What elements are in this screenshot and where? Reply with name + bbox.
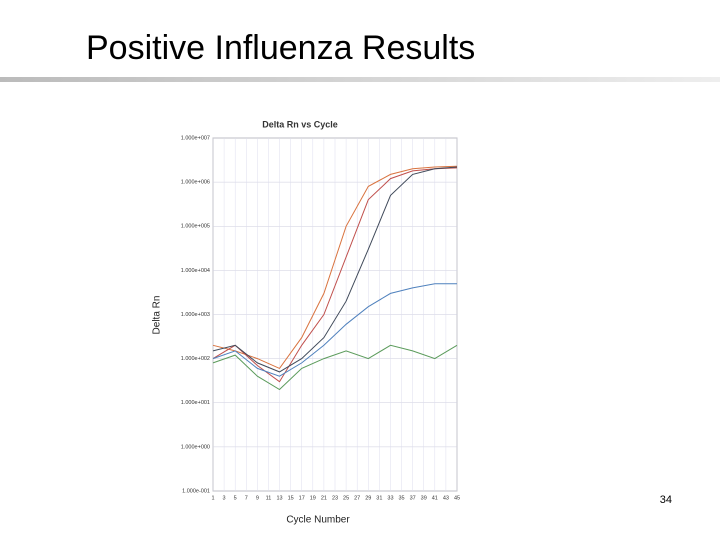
- x-tick-label: 33: [387, 495, 393, 501]
- x-tick-label: 17: [299, 495, 305, 501]
- y-tick-label: 1.000e+001: [181, 400, 210, 406]
- x-tick-label: 15: [288, 495, 294, 501]
- x-tick-label: 35: [398, 495, 404, 501]
- x-tick-label: 19: [310, 495, 316, 501]
- amplification-curve: [212, 166, 458, 373]
- x-tick-label: 13: [276, 495, 282, 501]
- y-axis-label: Delta Rn: [152, 296, 163, 335]
- x-tick-label: 23: [332, 495, 338, 501]
- x-tick-label: 43: [443, 495, 449, 501]
- y-tick-label: 1.000e+004: [181, 268, 210, 274]
- x-tick-label: 5: [234, 495, 237, 501]
- y-tick-label: 1.000e+003: [181, 312, 210, 318]
- x-tick-label: 11: [266, 495, 272, 501]
- slide-title: Positive Influenza Results: [86, 29, 475, 67]
- x-tick-label: 29: [365, 495, 371, 501]
- y-tick-label: 1.000e+005: [181, 224, 210, 230]
- amplification-curve: [212, 344, 458, 391]
- x-tick-label: 27: [354, 495, 360, 501]
- y-tick-label: 1.000e-001: [182, 488, 210, 494]
- x-tick-label: 31: [376, 495, 382, 501]
- y-tick-label: 1.000e+002: [181, 356, 210, 362]
- y-tick-label: 1.000e+006: [181, 180, 210, 186]
- x-tick-label: 21: [321, 495, 327, 501]
- page-number: 34: [660, 494, 672, 506]
- x-tick-label: 3: [223, 495, 226, 501]
- title-rule: [0, 77, 720, 82]
- x-tick-label: 1: [211, 495, 214, 501]
- chart-title: Delta Rn vs Cycle: [262, 119, 338, 129]
- x-tick-label: 37: [410, 495, 416, 501]
- amplification-curve: [212, 167, 458, 383]
- y-tick-label: 1.000e+000: [181, 444, 210, 450]
- plot: 1.000e-001 1.000e+000 1.000e+001 1.000e+002…: [181, 135, 460, 501]
- x-tick-label: 45: [454, 495, 460, 501]
- x-tick-label: 25: [343, 495, 349, 501]
- amplification-curve: [212, 165, 458, 370]
- amplification-curve: [212, 283, 457, 377]
- x-tick-label: 41: [432, 495, 438, 501]
- x-tick-label: 9: [256, 495, 259, 501]
- y-tick-label: 1.000e+007: [181, 135, 210, 141]
- x-axis-label: Cycle Number: [286, 515, 350, 526]
- x-tick-label: 7: [245, 495, 248, 501]
- x-tick-label: 39: [421, 495, 427, 501]
